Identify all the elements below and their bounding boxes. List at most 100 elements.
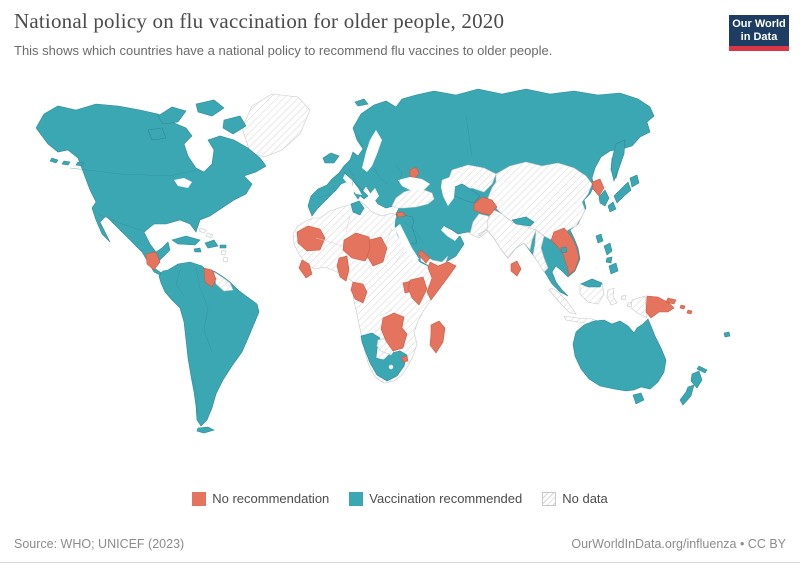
map-region-turkey[interactable] [391, 188, 435, 209]
map-region-fiji[interactable] [723, 331, 731, 338]
border-europe-2 [373, 167, 389, 185]
map-region-north-america[interactable] [35, 103, 267, 285]
map-region-south-korea[interactable] [598, 189, 610, 207]
map-region-iceland[interactable] [322, 152, 340, 164]
map-region-bahamas[interactable] [198, 227, 214, 239]
map-region-japan-kyushu[interactable] [607, 201, 617, 213]
map-region-zambia-zimbabwe[interactable] [380, 312, 408, 352]
map-region-svalbard[interactable] [354, 98, 369, 107]
map-region-solomons[interactable] [679, 304, 693, 315]
map-region-greenland[interactable] [241, 93, 311, 158]
map-region-moluccas[interactable] [620, 294, 633, 308]
legend-label: Vaccination recommended [369, 491, 523, 506]
map-region-hainan[interactable] [560, 246, 568, 254]
map-region-moldova[interactable] [409, 166, 420, 180]
map-region-arctic-island-1[interactable] [157, 106, 187, 125]
aegean-sea [370, 188, 379, 202]
map-region-togo-benin[interactable] [336, 255, 350, 282]
legend: No recommendation Vaccination recommende… [0, 491, 800, 506]
legend-swatch-vaccination-recommended [349, 491, 364, 506]
map-region-australia[interactable] [572, 318, 667, 392]
map-region-new-zealand-south[interactable] [679, 384, 695, 406]
legend-label: No recommendation [212, 491, 330, 506]
map-region-aleutians[interactable] [49, 157, 85, 167]
border-brazil-west [195, 267, 213, 353]
border-russia-ural [465, 115, 473, 157]
border-africa-2 [345, 215, 351, 233]
legend-swatch-no-recommendation [192, 491, 207, 506]
legend-item-no-data[interactable]: No data [542, 491, 608, 506]
border-africa-3 [385, 227, 393, 245]
bottom-divider [0, 562, 800, 563]
map-region-philippines[interactable] [603, 242, 619, 275]
baltic-sea [362, 130, 382, 172]
map-region-malaysia-north-borneo[interactable] [580, 278, 603, 288]
border-us-mexico [97, 213, 147, 233]
owid-logo-line2: in Data [740, 31, 778, 44]
border-scandinavia [357, 133, 365, 153]
map-region-gabon-congo[interactable] [350, 281, 368, 304]
map-region-nepal[interactable] [511, 216, 535, 227]
map-region-tierra-del-fuego[interactable] [196, 426, 215, 434]
map-region-japan-honshu[interactable] [613, 181, 632, 204]
map-region-new-zealand-north[interactable] [690, 370, 703, 389]
map-region-sierra-leone-liberia[interactable] [298, 259, 313, 279]
map-region-chad[interactable] [366, 236, 388, 267]
map-region-guyana[interactable] [203, 267, 217, 288]
map-region-mauritania[interactable] [296, 225, 326, 252]
map-region-myanmar[interactable] [532, 229, 549, 273]
map-region-uzbekistan-turkmenistan[interactable] [451, 183, 481, 204]
map-region-new-britain[interactable] [665, 297, 677, 305]
map-region-hispaniola[interactable] [204, 239, 219, 249]
owid-logo-line1: Our World [732, 18, 786, 30]
black-sea [398, 177, 430, 190]
red-sea [395, 224, 419, 262]
legend-label: No data [562, 491, 608, 506]
map-region-kamchatka[interactable] [610, 139, 626, 182]
border-argentina-chile [192, 377, 199, 417]
map-region-cyprus[interactable] [395, 211, 406, 218]
great-lakes [174, 178, 192, 188]
owid-link[interactable]: OurWorldInData.org/influenza • CC BY [571, 537, 786, 551]
map-region-sumatra[interactable] [548, 287, 577, 315]
map-region-taiwan[interactable] [595, 233, 604, 244]
map-region-arctic-island-3[interactable] [222, 115, 247, 135]
legend-item-no-recommendation[interactable]: No recommendation [192, 491, 329, 506]
map-region-eswatini[interactable] [401, 355, 409, 363]
border-colombia-venezuela [175, 269, 185, 297]
map-region-arctic-island-4[interactable] [147, 127, 167, 141]
map-region-somalia[interactable] [426, 261, 457, 301]
map-region-tunisia[interactable] [350, 200, 365, 216]
map-region-cuba[interactable] [171, 235, 201, 246]
map-region-eritrea[interactable] [417, 249, 431, 264]
map-region-west-papua[interactable] [630, 295, 648, 319]
footer: Source: WHO; UNICEF (2023) OurWorldInDat… [14, 537, 786, 551]
map-region-puerto-rico[interactable] [219, 244, 227, 249]
legend-item-vaccination-recommended[interactable]: Vaccination recommended [349, 491, 522, 506]
map-region-lesser-antilles[interactable] [220, 249, 229, 263]
source-text: Source: WHO; UNICEF (2023) [14, 537, 185, 551]
map-region-nicaragua[interactable] [145, 251, 161, 271]
map-region-tasmania[interactable] [632, 392, 645, 405]
map-region-yemen[interactable] [419, 251, 449, 269]
map-region-sulawesi[interactable] [606, 287, 618, 306]
map-region-suriname-frguiana[interactable] [213, 271, 234, 292]
map-region-arctic-island-2[interactable] [195, 99, 225, 117]
legend-swatch-no-data [542, 491, 557, 506]
owid-logo[interactable]: Our World in Data [729, 15, 789, 52]
map-region-afghanistan[interactable] [473, 196, 498, 216]
border-africa-1 [315, 237, 343, 247]
map-region-north-korea[interactable] [591, 178, 605, 197]
map-region-kenya[interactable] [407, 276, 428, 306]
border-middle-east [403, 221, 425, 245]
map-region-madagascar[interactable] [429, 320, 446, 354]
map-region-sri-lanka[interactable] [510, 260, 522, 277]
map-region-papua-new-guinea[interactable] [645, 295, 675, 319]
map-region-jamaica[interactable] [193, 247, 202, 253]
border-pyrenees [317, 193, 331, 199]
map-region-new-caledonia[interactable] [696, 365, 708, 374]
map-region-japan-hokkaido[interactable] [629, 174, 640, 188]
border-africa-4 [395, 249, 405, 263]
